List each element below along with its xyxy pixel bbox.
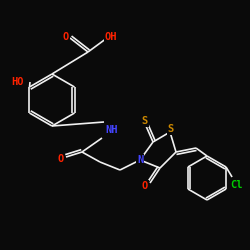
Text: O: O [58, 154, 64, 164]
Text: S: S [142, 116, 148, 126]
Text: N: N [137, 155, 143, 165]
Text: OH: OH [105, 32, 117, 42]
Text: O: O [63, 32, 69, 42]
Text: Cl: Cl [230, 180, 242, 190]
Text: NH: NH [106, 125, 118, 135]
Text: HO: HO [12, 77, 24, 87]
Text: S: S [168, 124, 174, 134]
Text: O: O [142, 181, 148, 191]
